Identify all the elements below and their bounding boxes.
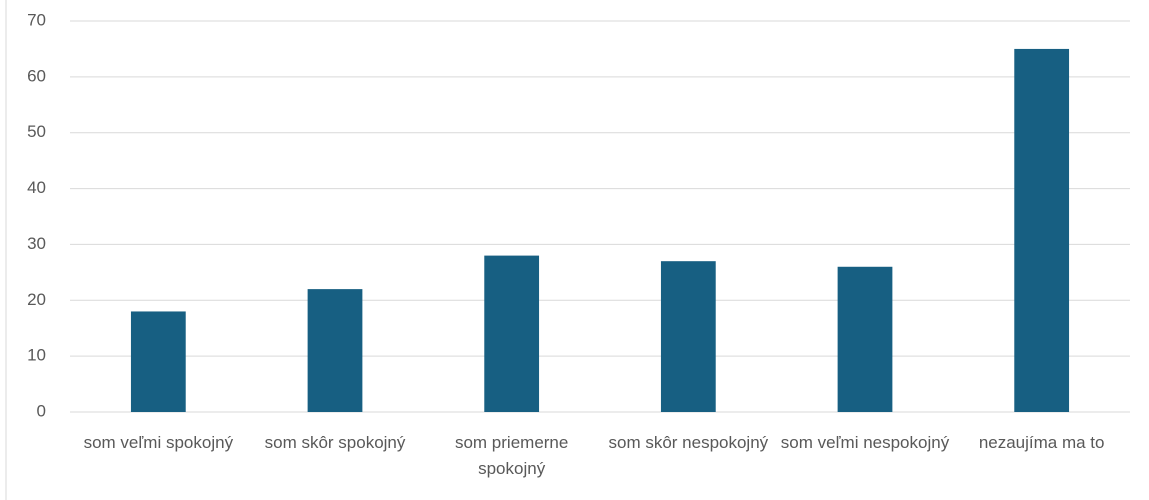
x-tick-label: nezaujíma ma to — [978, 433, 1105, 452]
x-tick-label: som priemerne spokojný — [454, 433, 569, 478]
y-tick-label: 10 — [27, 346, 46, 365]
y-tick-label: 70 — [27, 10, 46, 29]
y-tick-label: 50 — [27, 122, 46, 141]
bar — [484, 255, 540, 412]
y-tick-label: 30 — [27, 234, 46, 253]
bar — [307, 289, 363, 412]
bar — [660, 261, 716, 412]
x-tick-label: som skôr nespokojný — [608, 433, 769, 452]
y-tick-label: 60 — [27, 66, 46, 85]
bar — [1014, 48, 1070, 413]
bar — [837, 266, 893, 412]
x-tick-label: som veľmi nespokojný — [780, 433, 950, 452]
y-tick-label: 40 — [27, 178, 46, 197]
y-tick-label: 20 — [27, 290, 46, 309]
bar — [130, 311, 186, 412]
y-tick-label: 0 — [37, 401, 46, 420]
x-tick-label: som veľmi spokojný — [83, 433, 234, 452]
x-tick-label: som skôr spokojný — [264, 433, 406, 452]
